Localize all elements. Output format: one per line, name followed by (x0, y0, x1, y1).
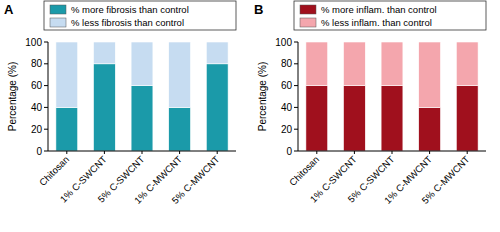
bar-segment (206, 64, 228, 151)
y-tick (294, 151, 298, 152)
panel-title: B (254, 2, 263, 17)
x-tick (217, 151, 218, 154)
y-tick-label: 80 (31, 58, 43, 69)
bar-segment (169, 107, 191, 151)
y-tick (44, 107, 48, 108)
x-tick (316, 151, 317, 154)
x-tick-label: Chitosan (37, 154, 71, 188)
legend-swatch (300, 18, 316, 27)
bar-segment (419, 107, 441, 151)
axis-label: Percentage (%) (257, 62, 268, 131)
x-tick-label: Chitosan (287, 154, 321, 188)
y-tick-label: 100 (25, 37, 42, 48)
bar-segment (131, 86, 153, 151)
y-tick (44, 85, 48, 86)
axis-label: Percentage (%) (7, 62, 18, 131)
y-tick (294, 85, 298, 86)
bar-segment (381, 42, 403, 86)
x-tick (142, 151, 143, 154)
x-tick (104, 151, 105, 154)
bar-segment (93, 42, 115, 64)
y-axis (298, 42, 299, 151)
bar-segment (56, 107, 78, 151)
legend: % more fibrosis than control % less fibro… (44, 1, 236, 30)
y-tick (44, 63, 48, 64)
x-tick (467, 151, 468, 154)
x-tick (179, 151, 180, 154)
bar-segment (306, 42, 328, 86)
bar-segment (56, 42, 78, 107)
bars (306, 42, 478, 151)
bars (56, 42, 228, 151)
legend-label: % more fibrosis than control (71, 4, 189, 15)
bar-segment (381, 86, 403, 151)
bar-segment (131, 42, 153, 86)
y-tick (44, 42, 48, 43)
x-tick (392, 151, 393, 154)
y-tick-label: 20 (281, 124, 293, 135)
bar-segment (206, 42, 228, 64)
y-tick (294, 63, 298, 64)
y-tick (294, 107, 298, 108)
x-tick (66, 151, 67, 154)
legend: % more inflam. than control % less inflam… (294, 1, 486, 30)
bar-segment (343, 86, 365, 151)
x-tick (354, 151, 355, 154)
y-tick-label: 80 (281, 58, 293, 69)
y-axis (48, 42, 49, 151)
legend-label: % more inflam. than control (321, 4, 437, 15)
y-tick-label: 40 (31, 102, 43, 113)
y-tick-label: 0 (36, 146, 42, 157)
bar-segment (306, 86, 328, 151)
legend-swatch (50, 5, 66, 14)
x-tick-label: 5% C-MWCNT (419, 154, 471, 206)
x-tick (429, 151, 430, 154)
legend-label: % less fibrosis than control (71, 17, 184, 28)
panel-title: A (4, 2, 14, 17)
bar-segment (169, 42, 191, 107)
y-tick-label: 40 (281, 102, 293, 113)
y-tick (44, 151, 48, 152)
y-tick (294, 129, 298, 130)
y-tick-label: 60 (281, 80, 293, 91)
panel: A % more fibrosis than control % less fibr… (4, 1, 236, 206)
legend-frame (44, 1, 236, 30)
bar-segment (456, 42, 478, 86)
y-tick (294, 42, 298, 43)
legend-swatch (300, 5, 316, 14)
y-tick-label: 100 (275, 37, 292, 48)
y-tick (44, 129, 48, 130)
figure: A % more fibrosis than control % less fibr… (0, 0, 500, 232)
bar-segment (343, 42, 365, 86)
x-tick-label: 5% C-MWCNT (169, 154, 221, 206)
panel: B % more inflam. than control % less infla… (254, 1, 486, 206)
legend-label: % less inflam. than control (321, 17, 432, 28)
bar-segment (456, 86, 478, 151)
y-tick-label: 0 (286, 146, 292, 157)
y-tick-label: 60 (31, 80, 43, 91)
y-tick-label: 20 (31, 124, 43, 135)
bar-segment (93, 64, 115, 151)
legend-frame (294, 1, 486, 30)
bar-segment (419, 42, 441, 107)
legend-swatch (50, 18, 66, 27)
